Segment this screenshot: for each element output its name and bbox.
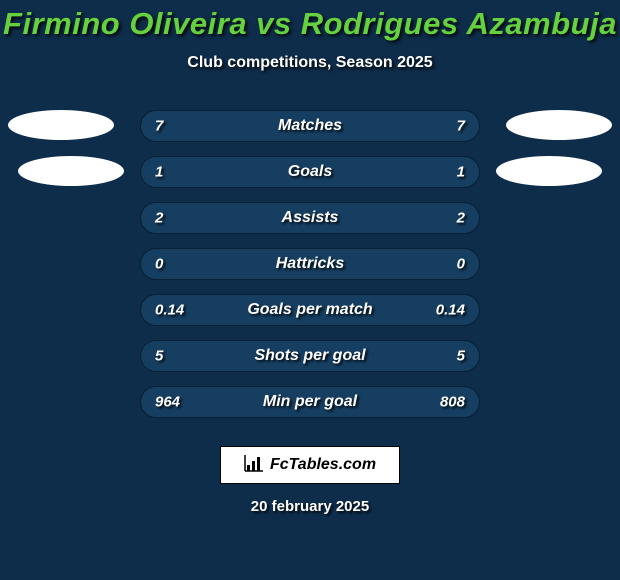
stat-value-left: 1 xyxy=(155,164,163,181)
player-right-avatar-2 xyxy=(496,156,602,186)
bar-fill-right xyxy=(310,157,479,187)
stat-bar: 1 1 Goals xyxy=(140,156,480,188)
stat-value-left: 964 xyxy=(155,394,180,411)
stat-value-right: 0 xyxy=(457,256,465,273)
stat-label: Goals xyxy=(288,163,332,181)
stat-label: Min per goal xyxy=(263,393,357,411)
stat-label: Assists xyxy=(282,209,339,227)
stat-value-right: 808 xyxy=(440,394,465,411)
page-subtitle: Club competitions, Season 2025 xyxy=(0,54,620,72)
stat-value-right: 5 xyxy=(457,348,465,365)
stat-label: Matches xyxy=(278,117,342,135)
stat-bar: 0 0 Hattricks xyxy=(140,248,480,280)
comparison-card: Firmino Oliveira vs Rodrigues Azambuja C… xyxy=(0,0,620,580)
stat-value-right: 2 xyxy=(457,210,465,227)
player-right-avatar-1 xyxy=(506,110,612,140)
stat-value-right: 7 xyxy=(457,118,465,135)
footer-logo-text: FcTables.com xyxy=(270,456,376,474)
stats-area: 7 7 Matches 1 1 Goals 2 2 Assists 0 0 Hattricks 0.14… xyxy=(0,110,620,418)
stat-value-left: 0 xyxy=(155,256,163,273)
footer-logo[interactable]: FcTables.com xyxy=(220,446,400,484)
stat-value-left: 5 xyxy=(155,348,163,365)
stat-value-right: 0.14 xyxy=(436,302,465,319)
page-title: Firmino Oliveira vs Rodrigues Azambuja xyxy=(0,0,620,42)
footer-date: 20 february 2025 xyxy=(0,498,620,515)
stat-value-left: 0.14 xyxy=(155,302,184,319)
stat-bar: 0.14 0.14 Goals per match xyxy=(140,294,480,326)
stat-label: Shots per goal xyxy=(254,347,365,365)
player-left-avatar-1 xyxy=(8,110,114,140)
stat-label: Goals per match xyxy=(247,301,372,319)
stat-bar: 2 2 Assists xyxy=(140,202,480,234)
stat-value-left: 2 xyxy=(155,210,163,227)
stat-value-right: 1 xyxy=(457,164,465,181)
stat-bars: 7 7 Matches 1 1 Goals 2 2 Assists 0 0 Hattricks 0.14… xyxy=(140,110,480,418)
bar-fill-left xyxy=(141,157,310,187)
stat-value-left: 7 xyxy=(155,118,163,135)
chart-icon xyxy=(244,454,264,477)
stat-bar: 7 7 Matches xyxy=(140,110,480,142)
stat-label: Hattricks xyxy=(276,255,344,273)
stat-bar: 5 5 Shots per goal xyxy=(140,340,480,372)
stat-bar: 964 808 Min per goal xyxy=(140,386,480,418)
player-left-avatar-2 xyxy=(18,156,124,186)
